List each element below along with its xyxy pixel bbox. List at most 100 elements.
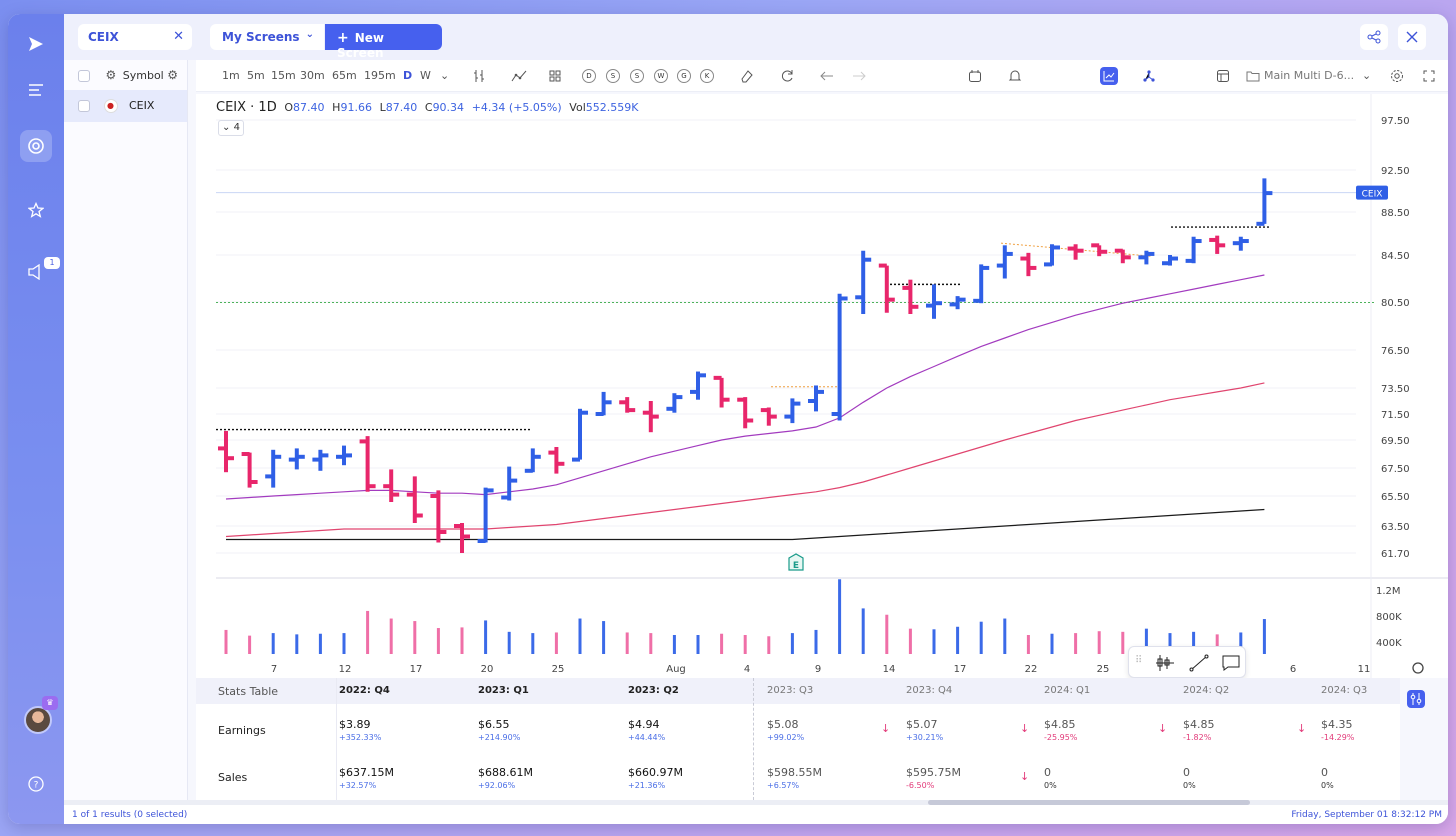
new-screen-label: New Screen (337, 31, 385, 60)
circle-button-d[interactable]: D (582, 69, 596, 83)
svg-text:?: ? (34, 781, 39, 791)
volume-bar (342, 633, 346, 654)
x-tick-label: 14 (883, 664, 896, 675)
period-header: 2023: Q2 (628, 685, 679, 696)
interval-195m[interactable]: 195m (364, 69, 396, 82)
comment-icon[interactable] (1221, 654, 1241, 672)
circle-button-s1[interactable]: S (606, 69, 620, 83)
interval-d[interactable]: D (403, 69, 413, 82)
stats-settings-button[interactable] (1407, 690, 1425, 708)
logo-icon[interactable] (20, 28, 52, 60)
drag-handle-icon[interactable]: ⠿ (1135, 655, 1143, 666)
chart-view-icon[interactable] (1100, 67, 1118, 85)
close-icon[interactable]: ✕ (173, 29, 184, 44)
my-screens-dropdown[interactable]: My Screens ⌄ (210, 24, 324, 50)
layout-name[interactable]: Main Multi D-6... (1264, 69, 1355, 82)
layout-icon[interactable] (1214, 67, 1232, 85)
volume-bar (1003, 618, 1007, 654)
refresh-icon[interactable] (778, 67, 796, 85)
avatar[interactable] (24, 706, 52, 734)
stats-value: $637.15M (339, 766, 394, 779)
circle-button-g[interactable]: G (677, 69, 691, 83)
x-tick-label: 9 (815, 664, 821, 675)
stats-change: 0% (1321, 781, 1334, 790)
eraser-icon[interactable] (738, 67, 756, 85)
stats-change: -6.50% (906, 781, 935, 790)
row-checkbox[interactable] (78, 100, 90, 112)
circle-button-w[interactable]: W (654, 69, 668, 83)
stats-cell: $4.35 -14.29% (1321, 718, 1354, 742)
volume-bar (507, 631, 511, 654)
volume-bar (956, 626, 960, 654)
legend-high-label: H (332, 101, 341, 114)
scrollbar-thumb[interactable] (928, 800, 1250, 805)
list-item[interactable]: ● CEIX (64, 90, 187, 122)
interval-1m[interactable]: 1m (222, 69, 240, 82)
circle-button-s2[interactable]: S (630, 69, 644, 83)
fullscreen-icon[interactable] (1420, 67, 1438, 85)
menu-icon[interactable] (20, 74, 52, 106)
share-button[interactable] (1360, 24, 1388, 50)
trendline-icon[interactable] (1189, 654, 1209, 672)
legend-open: 87.40 (293, 101, 325, 114)
crown-icon: ♛ (42, 696, 58, 710)
volume-bar (1168, 633, 1172, 654)
calendar-icon[interactable] (966, 67, 984, 85)
stats-change: 0% (1044, 781, 1057, 790)
announcements-icon[interactable] (20, 256, 52, 288)
chart-toolbar: 1m 5m 15m 30m 65m 195m D W ⌄ D S S W G K… (196, 60, 1448, 92)
star-icon[interactable] (20, 194, 52, 226)
plus-icon: + (337, 30, 349, 46)
price-tick-label: 73.50 (1381, 384, 1410, 395)
candles-icon[interactable] (1155, 654, 1175, 672)
interval-w[interactable]: W (420, 69, 431, 82)
new-screen-button[interactable]: + New Screen (325, 24, 442, 60)
folder-icon[interactable] (1244, 67, 1262, 85)
symbol-list-header: ⚙ Symbol ⚙ (64, 60, 187, 90)
interval-15m[interactable]: 15m (271, 69, 296, 82)
interval-more-chevron-icon[interactable]: ⌄ (440, 69, 450, 82)
volume-bar (649, 633, 653, 654)
circle-button-k[interactable]: K (700, 69, 714, 83)
help-icon[interactable]: ? (20, 768, 52, 800)
legend-low-label: L (379, 101, 386, 114)
symbol-tab-label: CEIX (88, 30, 119, 44)
x-tick-label: 17 (410, 664, 423, 675)
indicators-icon[interactable] (510, 67, 528, 85)
stats-cell: $5.07 +30.21% (906, 718, 943, 742)
settings-icon[interactable] (1388, 67, 1406, 85)
stats-header: Stats Table 2022: Q4 2023: Q1 2023: Q2 2… (196, 678, 1400, 704)
left-rail: 1 ♛ ? (8, 14, 64, 824)
stats-change: +21.36% (628, 781, 666, 790)
chart-canvas[interactable]: 97.50 92.50 88.50 84.50 80.50 76.50 73.50 71.50… (196, 94, 1448, 678)
price-tick-label: 88.50 (1381, 208, 1410, 219)
undo-icon[interactable] (818, 67, 836, 85)
x-share-button[interactable] (1398, 24, 1426, 50)
down-arrow-icon: ↓ (1020, 722, 1030, 735)
layout-chevron-down-icon[interactable]: ⌄ (1362, 69, 1372, 82)
column-settings-icon[interactable]: ⚙ (167, 68, 179, 82)
interval-65m[interactable]: 65m (332, 69, 357, 82)
gear-icon[interactable]: ⚙ (105, 68, 117, 82)
nodes-icon[interactable] (1140, 67, 1158, 85)
volume-bar (413, 621, 417, 654)
screener-icon[interactable] (20, 130, 52, 162)
bar-style-icon[interactable] (470, 67, 488, 85)
redo-icon[interactable] (850, 67, 868, 85)
horizontal-scrollbar[interactable] (64, 800, 1448, 805)
grid-icon[interactable] (546, 67, 564, 85)
symbol-column-label: Symbol (122, 69, 164, 82)
volume-bar (248, 635, 252, 654)
interval-30m[interactable]: 30m (300, 69, 325, 82)
select-all-checkbox[interactable] (78, 70, 90, 82)
stats-value: 0 (1183, 766, 1190, 779)
results-count: 1 of 1 results (0 selected) (72, 810, 188, 820)
price-chart[interactable]: 97.50 92.50 88.50 84.50 80.50 76.50 73.50 71.50… (196, 94, 1448, 678)
down-arrow-icon: ↓ (881, 722, 891, 735)
interval-5m[interactable]: 5m (247, 69, 265, 82)
indicator-collapse-button[interactable]: ⌄ 4 (218, 120, 244, 136)
bell-icon[interactable] (1006, 67, 1024, 85)
stats-change: +44.44% (628, 733, 666, 742)
volume-bar (295, 634, 299, 654)
symbol-tab[interactable]: CEIX ✕ (78, 24, 192, 50)
